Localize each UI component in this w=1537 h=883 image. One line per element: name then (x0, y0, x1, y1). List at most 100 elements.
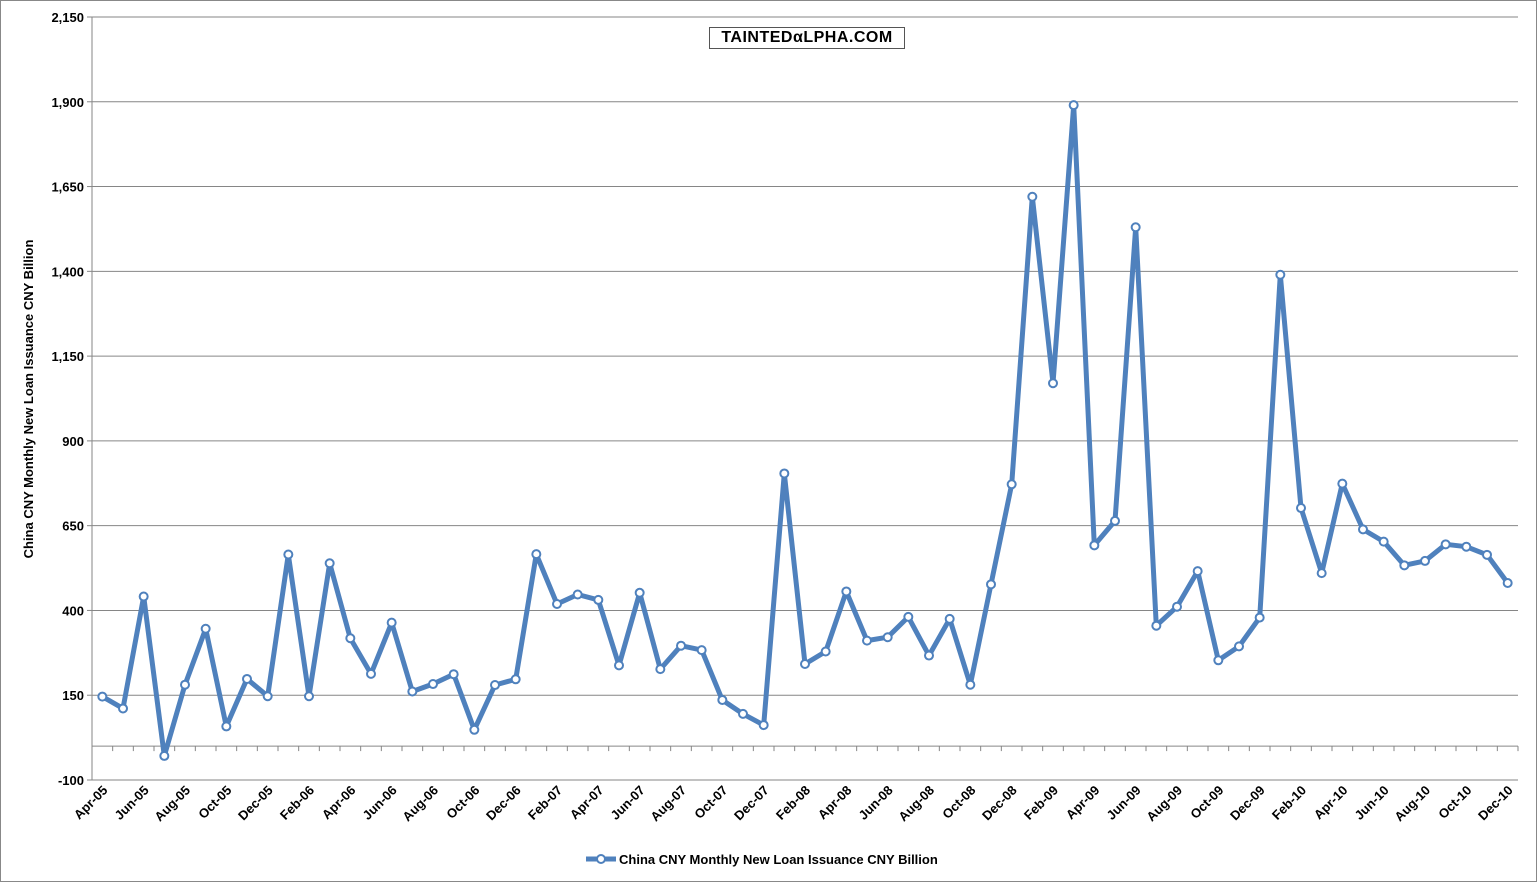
x-tick-label-44: Dec-08 (979, 783, 1020, 824)
x-tick-label-56: Dec-09 (1227, 783, 1268, 824)
data-point-13 (366, 668, 376, 679)
x-tick-label-24: Apr-07 (567, 783, 607, 823)
x-tick-label-2: Jun-05 (112, 783, 152, 823)
data-point-48 (1089, 540, 1100, 551)
data-point-1 (118, 703, 128, 714)
data-point-44 (1006, 479, 1017, 490)
data-point-38 (882, 632, 893, 643)
data-point-36 (841, 586, 852, 597)
data-point-41 (944, 613, 955, 624)
x-tick-label-10: Feb-06 (277, 783, 317, 823)
x-tick-label-32: Dec-07 (731, 783, 772, 824)
y-tick-labels: -100 150 400 650 900 1,150 1,400 1,650 1,900 2,15… (51, 10, 84, 788)
data-point-66 (1461, 541, 1472, 552)
data-point-28 (676, 640, 686, 651)
data-point-60 (1337, 478, 1348, 489)
x-tick-label-42: Oct-08 (939, 783, 978, 822)
data-point-45 (1027, 191, 1038, 202)
axes (87, 16, 1519, 781)
data-point-16 (428, 679, 438, 690)
x-tick-label-8: Dec-05 (235, 783, 276, 824)
x-tick-label-16: Aug-06 (399, 783, 441, 825)
x-tick-label-40: Aug-08 (895, 783, 937, 825)
data-point-54 (1213, 655, 1224, 666)
y-tick-label-0: -100 (58, 773, 84, 788)
x-tick-label-22: Feb-07 (525, 783, 565, 823)
data-point-27 (655, 664, 666, 675)
data-point-25 (614, 660, 624, 671)
data-point-21 (531, 549, 542, 560)
data-point-50 (1130, 222, 1141, 233)
y-tick-label-2: 400 (62, 603, 84, 618)
data-point-31 (738, 708, 748, 719)
x-tick-label-28: Aug-07 (647, 783, 689, 825)
data-point-51 (1151, 620, 1162, 631)
data-point-42 (965, 679, 976, 690)
data-point-35 (820, 646, 831, 657)
data-point-10 (304, 691, 314, 702)
data-point-63 (1399, 560, 1410, 571)
data-point-34 (800, 659, 810, 670)
data-point-53 (1192, 566, 1203, 577)
data-point-57 (1275, 269, 1286, 280)
series-points (97, 100, 1513, 761)
data-point-30 (717, 694, 728, 705)
y-tick-label-7: 1,650 (51, 180, 84, 195)
data-point-2 (138, 591, 149, 602)
x-tick-label-34: Feb-08 (773, 783, 813, 823)
x-tick-label-48: Apr-09 (1063, 783, 1103, 823)
data-point-17 (448, 669, 459, 680)
data-point-49 (1110, 515, 1120, 526)
y-tick-label-3: 650 (62, 519, 84, 534)
data-point-18 (469, 724, 480, 735)
legend-point-marker (596, 854, 606, 864)
data-point-68 (1502, 577, 1513, 588)
x-tick-label-62: Jun-10 (1352, 783, 1392, 823)
data-point-11 (324, 558, 335, 569)
data-point-59 (1316, 568, 1327, 579)
x-tick-label-52: Aug-09 (1143, 783, 1185, 825)
data-point-15 (407, 686, 418, 697)
x-tick-label-14: Jun-06 (360, 783, 400, 823)
data-point-33 (779, 468, 790, 479)
data-point-14 (386, 617, 397, 628)
y-tick-label-1: 150 (62, 688, 84, 703)
x-tick-label-58: Feb-10 (1269, 783, 1309, 823)
series-line (101, 102, 1510, 759)
data-point-56 (1254, 612, 1265, 623)
data-point-20 (510, 674, 521, 685)
data-point-58 (1296, 503, 1306, 514)
x-tick-label-64: Aug-10 (1391, 783, 1433, 825)
y-tick-label-6: 1,400 (51, 264, 84, 279)
data-point-61 (1358, 524, 1368, 535)
x-tick-labels: Apr-05 Jun-05 Aug-05 Oct-05 Dec-05 Feb-06 Apr-… (71, 783, 1516, 825)
x-tick-label-30: Oct-07 (691, 783, 730, 822)
data-point-52 (1172, 601, 1182, 612)
data-point-40 (924, 650, 934, 661)
x-tick-label-6: Oct-05 (195, 783, 234, 822)
x-tick-label-54: Oct-09 (1187, 783, 1226, 822)
data-point-32 (758, 720, 769, 731)
x-tick-label-18: Oct-06 (443, 783, 482, 822)
data-point-65 (1440, 539, 1451, 550)
x-tick-label-4: Aug-05 (151, 783, 193, 825)
watermark-text: TAINTEDαLPHA.COM (721, 29, 893, 46)
y-tick-label-9: 2,150 (51, 10, 84, 25)
data-point-26 (634, 587, 645, 598)
y-tick-label-8: 1,900 (51, 95, 84, 110)
x-tick-label-66: Oct-10 (1435, 783, 1474, 822)
x-tick-label-0: Apr-05 (71, 783, 111, 823)
data-point-29 (696, 645, 707, 656)
data-point-0 (97, 691, 108, 702)
data-point-9 (283, 549, 294, 560)
x-tick-label-12: Apr-06 (319, 783, 359, 823)
x-tick-label-50: Jun-09 (1104, 783, 1144, 823)
gridlines (92, 16, 1518, 781)
data-point-8 (262, 691, 273, 702)
data-point-67 (1482, 549, 1492, 560)
data-point-64 (1420, 555, 1430, 566)
data-point-37 (862, 635, 872, 646)
data-point-4 (180, 679, 190, 690)
data-point-43 (986, 579, 996, 590)
